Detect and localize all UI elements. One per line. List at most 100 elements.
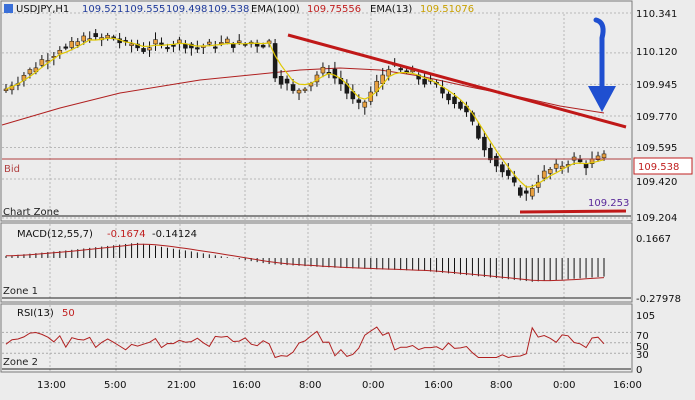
candle-body	[452, 96, 457, 105]
price-tick: 109.204	[636, 213, 677, 224]
ema13-label: EMA(13)	[370, 4, 412, 15]
candle-body	[356, 99, 362, 103]
candle-body	[135, 43, 140, 49]
candle-body	[284, 78, 290, 84]
macd-label: MACD(12,55,7)	[17, 229, 93, 240]
header: USDJPY,H1 109.521 109.555 109.498 109.53…	[4, 4, 474, 15]
rsi-level: 0	[636, 365, 642, 376]
rsi-level: 50	[636, 342, 649, 353]
rsi-panel	[0, 303, 633, 373]
time-tick: 8:00	[299, 380, 321, 391]
candle-body	[159, 42, 164, 45]
rsi-path	[5, 326, 605, 359]
time-tick: 16:00	[232, 380, 261, 391]
bid-price-box	[633, 157, 693, 175]
candle-body	[213, 46, 218, 49]
price-tick: 109.595	[636, 143, 677, 154]
candle-body	[63, 46, 69, 49]
rsi-value: 50	[62, 308, 75, 319]
price-tick: 110.120	[636, 47, 677, 58]
candle-body	[494, 155, 499, 167]
time-tick: 16:00	[424, 380, 453, 391]
high-value: 109.555	[124, 4, 165, 15]
down-arrow-icon	[588, 17, 616, 112]
candle-body	[225, 38, 230, 43]
candle-body	[278, 76, 284, 85]
time-tick: 13:00	[37, 380, 66, 391]
macd-scale-max: 0.1667	[636, 234, 671, 245]
rsi-level: 105	[636, 311, 655, 322]
candle-body	[362, 101, 368, 108]
candle-body	[506, 170, 511, 176]
price-axis: 110.341 110.120 109.945 109.770 109.595 …	[636, 9, 677, 224]
macd-value2: -0.14124	[152, 229, 197, 240]
close-value: 109.538	[208, 4, 249, 15]
ema13-path	[5, 37, 605, 188]
candle-body	[524, 190, 529, 194]
candle-body	[81, 35, 86, 42]
price-tick: 109.420	[636, 177, 677, 188]
candle-body	[482, 136, 487, 151]
candle-body	[39, 59, 45, 66]
bid-price-value: 109.538	[638, 162, 679, 173]
ema13-line	[5, 37, 605, 188]
candle-body	[105, 34, 110, 39]
candle-body	[3, 88, 9, 91]
time-tick: 5:00	[104, 380, 126, 391]
time-tick: 16:00	[613, 380, 642, 391]
candle-body	[512, 177, 517, 183]
candle-body	[93, 33, 98, 38]
candle-body	[272, 43, 278, 79]
zone1-label: Zone 1	[3, 286, 38, 297]
candle-body	[422, 78, 427, 85]
candle-body	[27, 69, 33, 75]
ema13-value: 109.51076	[420, 4, 474, 15]
time-axis: 13:00 5:00 21:00 16:00 8:00 0:00 16:00 8…	[37, 380, 642, 391]
rsi-label: RSI(13)	[17, 308, 54, 319]
time-tick: 0:00	[553, 380, 575, 391]
candle-body	[529, 188, 535, 197]
candle-body	[207, 41, 212, 45]
macd-histogram	[5, 242, 605, 282]
candle-body	[386, 69, 391, 77]
candle-body	[260, 44, 266, 48]
candle-body	[165, 47, 170, 50]
price-tick: 109.945	[636, 80, 677, 91]
candle-body	[219, 42, 224, 45]
macd-scale-min: -0.27978	[636, 294, 681, 305]
candle-body	[398, 68, 403, 71]
candle-body	[147, 47, 152, 51]
candle-body	[69, 41, 75, 48]
low-value: 109.498	[166, 4, 207, 15]
candle-body	[75, 41, 81, 46]
candle-body	[141, 48, 146, 52]
candle-body	[320, 66, 326, 74]
chart-zone-label: Chart Zone	[3, 207, 59, 218]
time-tick: 8:00	[490, 380, 512, 391]
open-value: 109.521	[82, 4, 123, 15]
rsi-level: 30	[636, 350, 649, 361]
candle-body	[195, 47, 200, 50]
zone2-label: Zone 2	[3, 357, 38, 368]
time-tick: 0:00	[362, 380, 384, 391]
price-tick: 109.770	[636, 112, 677, 123]
candle-body	[129, 43, 134, 46]
symbol-arrow-icon	[4, 4, 13, 13]
ema100-value: 109.75556	[307, 4, 361, 15]
candle-body	[500, 164, 505, 173]
candle-body	[236, 40, 242, 43]
candle-body	[296, 89, 302, 94]
candle-body	[583, 163, 589, 169]
price-tick: 110.341	[636, 9, 677, 20]
candle-body	[601, 153, 607, 159]
candle-body	[541, 170, 547, 179]
macd-value1: -0.1674	[107, 229, 146, 240]
candle-body	[332, 68, 338, 79]
candle-body	[595, 155, 601, 160]
support-value: 109.253	[588, 198, 629, 209]
candle-body	[458, 101, 463, 109]
candle-body	[547, 169, 553, 174]
candle-body	[302, 88, 308, 91]
candle-body	[488, 148, 493, 161]
rsi-line	[2, 326, 631, 359]
